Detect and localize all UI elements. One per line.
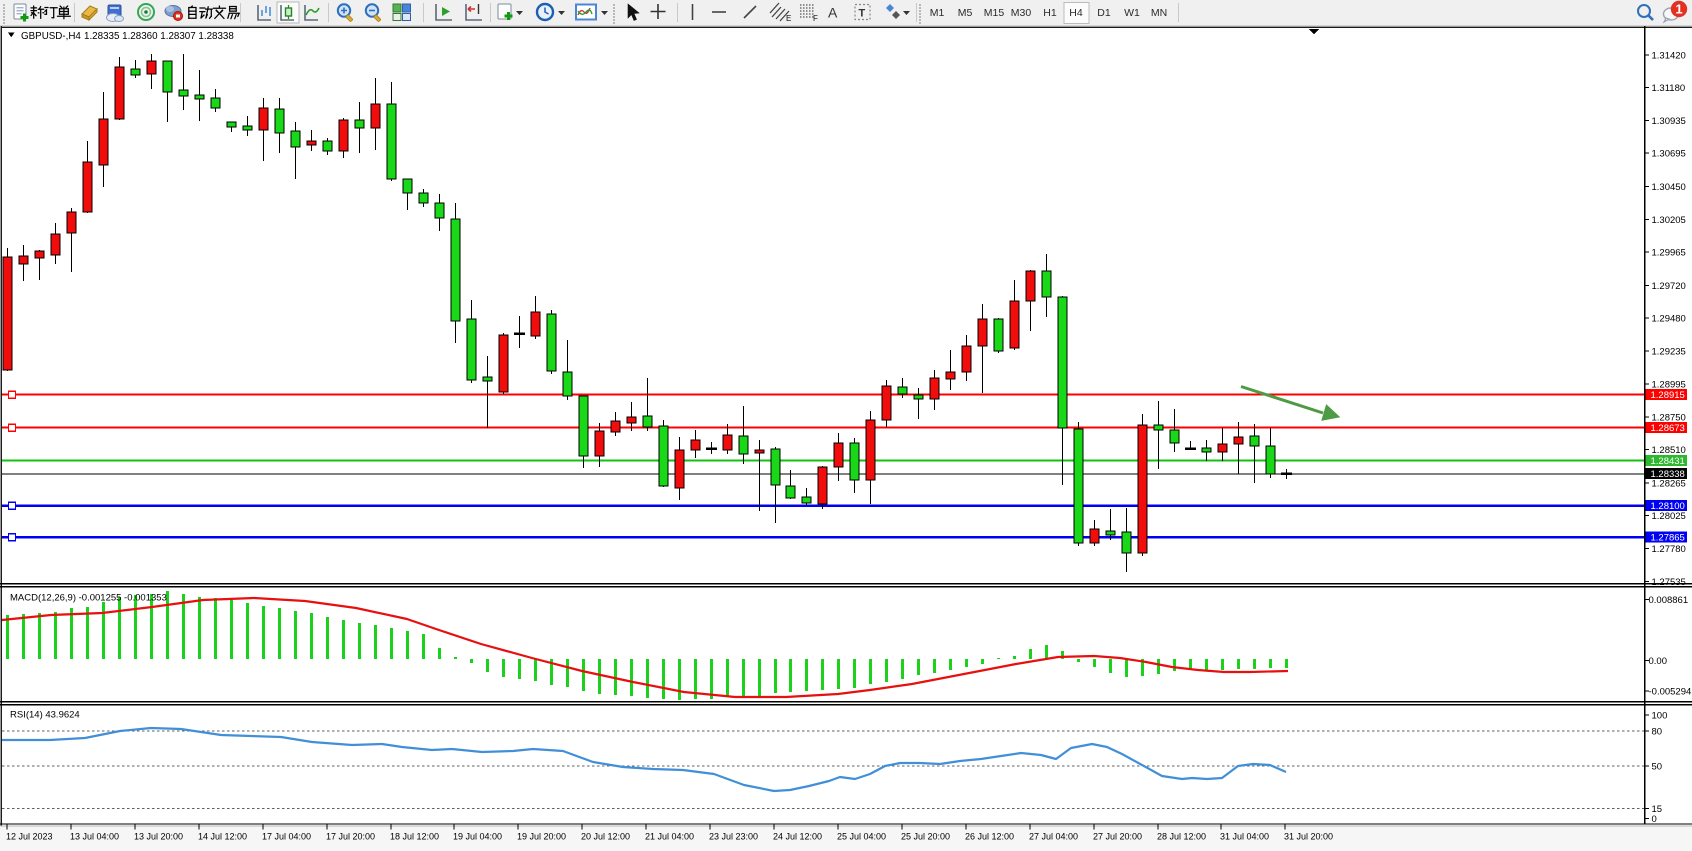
svg-text:31 Jul 20:00: 31 Jul 20:00 xyxy=(1284,832,1333,842)
svg-text:-0.005294: -0.005294 xyxy=(1649,687,1692,698)
svg-text:MN: MN xyxy=(1151,7,1167,19)
svg-text:17 Jul 04:00: 17 Jul 04:00 xyxy=(262,832,311,842)
svg-text:1.28510: 1.28510 xyxy=(1652,445,1686,456)
svg-text:27 Jul 04:00: 27 Jul 04:00 xyxy=(1029,832,1078,842)
svg-text:F: F xyxy=(813,14,818,23)
svg-text:23 Jul 23:00: 23 Jul 23:00 xyxy=(709,832,758,842)
svg-text:MACD(12,26,9) -0.001255 -0.001: MACD(12,26,9) -0.001255 -0.001353 xyxy=(10,593,167,604)
svg-text:20 Jul 12:00: 20 Jul 12:00 xyxy=(581,832,630,842)
svg-text:0.008861: 0.008861 xyxy=(1649,595,1689,606)
svg-text:1.28100: 1.28100 xyxy=(1651,501,1685,512)
svg-text:M5: M5 xyxy=(958,7,973,19)
svg-text:M30: M30 xyxy=(1011,7,1032,19)
svg-text:27 Jul 20:00: 27 Jul 20:00 xyxy=(1093,832,1142,842)
svg-text:D1: D1 xyxy=(1097,7,1111,19)
svg-text:1.27535: 1.27535 xyxy=(1652,577,1686,588)
svg-text:25 Jul 04:00: 25 Jul 04:00 xyxy=(837,832,886,842)
svg-text:15: 15 xyxy=(1652,804,1663,815)
svg-text:1.29235: 1.29235 xyxy=(1652,347,1686,358)
svg-text:50: 50 xyxy=(1652,762,1663,773)
svg-text:18 Jul 12:00: 18 Jul 12:00 xyxy=(390,832,439,842)
svg-text:0.00: 0.00 xyxy=(1649,656,1668,667)
svg-text:25 Jul 20:00: 25 Jul 20:00 xyxy=(901,832,950,842)
svg-text:RSI(14) 43.9624: RSI(14) 43.9624 xyxy=(10,710,80,721)
svg-text:19 Jul 04:00: 19 Jul 04:00 xyxy=(453,832,502,842)
svg-text:E: E xyxy=(786,14,791,23)
svg-text:M15: M15 xyxy=(984,7,1005,19)
svg-text:1.31420: 1.31420 xyxy=(1652,50,1686,61)
svg-text:12 Jul 2023: 12 Jul 2023 xyxy=(6,832,53,842)
svg-text:13 Jul 20:00: 13 Jul 20:00 xyxy=(134,832,183,842)
svg-text:1.28431: 1.28431 xyxy=(1651,456,1685,467)
svg-text:100: 100 xyxy=(1652,711,1668,722)
svg-text:1.28673: 1.28673 xyxy=(1651,423,1685,434)
svg-text:24 Jul 12:00: 24 Jul 12:00 xyxy=(773,832,822,842)
svg-text:26 Jul 12:00: 26 Jul 12:00 xyxy=(965,832,1014,842)
svg-text:T: T xyxy=(859,8,866,20)
svg-text:H1: H1 xyxy=(1043,7,1057,19)
svg-text:H4: H4 xyxy=(1069,7,1083,19)
svg-text:1.31180: 1.31180 xyxy=(1652,83,1686,94)
svg-text:1.29965: 1.29965 xyxy=(1652,248,1686,259)
svg-text:21 Jul 04:00: 21 Jul 04:00 xyxy=(645,832,694,842)
svg-text:1.30935: 1.30935 xyxy=(1652,116,1686,127)
svg-text:1.28750: 1.28750 xyxy=(1652,413,1686,424)
svg-text:A: A xyxy=(828,5,838,21)
svg-text:14 Jul 12:00: 14 Jul 12:00 xyxy=(198,832,247,842)
svg-text:0: 0 xyxy=(1652,814,1657,825)
svg-text:1.30450: 1.30450 xyxy=(1652,182,1686,193)
svg-text:1.29720: 1.29720 xyxy=(1652,281,1686,292)
svg-text:1.28995: 1.28995 xyxy=(1652,379,1686,390)
svg-text:1.29480: 1.29480 xyxy=(1652,314,1686,325)
svg-text:1.28338: 1.28338 xyxy=(1651,469,1685,480)
svg-text:80: 80 xyxy=(1652,727,1663,738)
svg-text:M1: M1 xyxy=(930,7,945,19)
svg-text:17 Jul 20:00: 17 Jul 20:00 xyxy=(326,832,375,842)
svg-text:13 Jul 04:00: 13 Jul 04:00 xyxy=(70,832,119,842)
svg-text:31 Jul 04:00: 31 Jul 04:00 xyxy=(1220,832,1269,842)
svg-text:1.28025: 1.28025 xyxy=(1652,511,1686,522)
svg-text:1.27780: 1.27780 xyxy=(1652,544,1686,555)
svg-text:1.28335 1.28360 1.28307 1.2833: 1.28335 1.28360 1.28307 1.28338 xyxy=(84,31,234,42)
svg-text:1.27865: 1.27865 xyxy=(1651,533,1685,544)
svg-text:1.28915: 1.28915 xyxy=(1651,390,1685,401)
svg-text:GBPUSD-,H4: GBPUSD-,H4 xyxy=(21,31,81,42)
svg-text:1.28265: 1.28265 xyxy=(1652,478,1686,489)
svg-text:28 Jul 12:00: 28 Jul 12:00 xyxy=(1157,832,1206,842)
svg-text:W1: W1 xyxy=(1124,7,1140,19)
svg-text:1.30205: 1.30205 xyxy=(1652,215,1686,226)
svg-text:1.30695: 1.30695 xyxy=(1652,149,1686,160)
svg-text:19 Jul 20:00: 19 Jul 20:00 xyxy=(517,832,566,842)
svg-text:1: 1 xyxy=(1675,2,1682,17)
